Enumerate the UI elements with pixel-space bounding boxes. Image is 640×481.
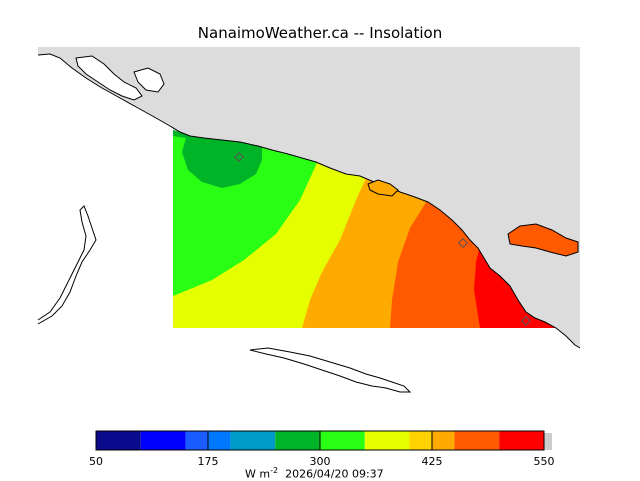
mainland-overlay (173, 120, 580, 328)
colorbar-tick-300: 300 (309, 455, 331, 468)
island-orange-small (367, 179, 399, 197)
inlet-north (133, 67, 165, 93)
colorbar-bin-5 (275, 431, 320, 450)
colorbar-bin-0 (96, 431, 141, 450)
units-exponent: -2 (270, 466, 279, 475)
colorbar-bin-1 (140, 431, 186, 450)
station-marker-east (458, 238, 468, 248)
colorbar-bin-8 (409, 431, 432, 450)
colorbar-bin-7 (364, 431, 410, 450)
colorbar-bin-10 (454, 431, 500, 450)
station-marker-nw (234, 152, 244, 162)
colorbar-tick-550: 550 (533, 455, 555, 468)
colorbar-bin-4 (230, 431, 276, 450)
map-title: NanaimoWeather.ca -- Insolation (197, 24, 443, 42)
colorbar-bin-11 (499, 431, 544, 450)
timestamp: 2026/04/20 09:37 (285, 467, 384, 481)
island-north (75, 55, 143, 101)
mainland-coastline (37, 53, 581, 349)
units-text: W m (245, 467, 271, 481)
south-island (249, 347, 412, 393)
station-marker-se (521, 316, 531, 326)
colorbar-bin-3 (208, 431, 231, 450)
west-coastline (37, 205, 97, 325)
colorbar-tick-425: 425 (421, 455, 443, 468)
colorbar-bin-9 (432, 431, 455, 450)
colorbar (95, 430, 552, 451)
colorbar-tick-50: 50 (89, 455, 103, 468)
colorbar-bin-2 (185, 431, 208, 450)
units-and-timestamp: W m-2 2026/04/20 09:37 (245, 466, 384, 481)
colorbar-tick-175: 175 (197, 455, 219, 468)
island-orange-east (507, 223, 579, 257)
colorbar-shadow (544, 433, 552, 450)
colorbar-bin-6 (320, 431, 365, 450)
